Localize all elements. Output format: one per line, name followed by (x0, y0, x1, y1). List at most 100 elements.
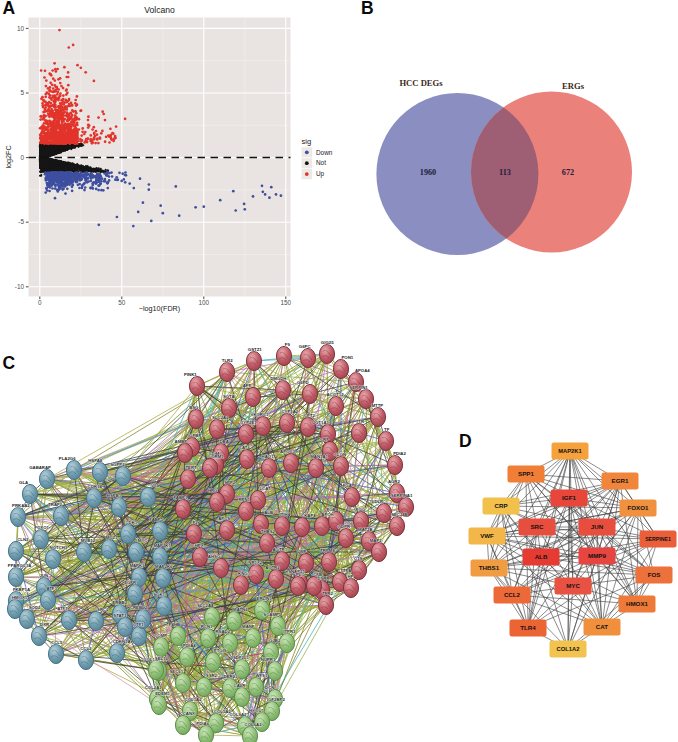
svg-text:NUPR1: NUPR1 (261, 657, 276, 662)
svg-text:ITIH4: ITIH4 (280, 512, 291, 517)
svg-text:HSPB1: HSPB1 (107, 493, 122, 498)
svg-text:CLN3: CLN3 (17, 537, 29, 542)
svg-text:MAP2K1: MAP2K1 (153, 543, 171, 548)
svg-text:MMP9: MMP9 (588, 552, 606, 559)
svg-text:150: 150 (280, 299, 291, 306)
svg-text:AFP: AFP (243, 383, 252, 388)
svg-text:HAO1: HAO1 (262, 454, 275, 459)
svg-text:HRG: HRG (208, 488, 218, 493)
svg-text:CCL2: CCL2 (504, 591, 521, 598)
svg-text:SERPINE1: SERPINE1 (645, 536, 671, 542)
svg-text:HPX: HPX (195, 543, 204, 548)
svg-text:G6PC: G6PC (299, 344, 311, 349)
svg-text:FOXO1: FOXO1 (628, 504, 650, 511)
svg-text:0: 0 (38, 299, 42, 306)
svg-text:CALR: CALR (234, 683, 247, 688)
svg-text:CRP: CRP (320, 437, 329, 442)
svg-text:CTF1: CTF1 (133, 622, 144, 627)
svg-text:JUN: JUN (591, 523, 604, 530)
svg-text:MATN2: MATN2 (233, 607, 248, 612)
svg-text:SLC2A4: SLC2A4 (197, 603, 214, 608)
svg-text:SEL1L: SEL1L (155, 656, 169, 661)
svg-text:SPP1: SPP1 (518, 470, 534, 477)
svg-text:FGA: FGA (343, 483, 352, 488)
svg-text:TTR: TTR (356, 419, 365, 424)
svg-text:SRC: SRC (530, 523, 544, 530)
svg-text:DCN: DCN (265, 685, 274, 690)
svg-text:ERLIN1: ERLIN1 (257, 596, 273, 601)
svg-text:IGFBP3: IGFBP3 (188, 433, 204, 438)
svg-text:AGTR1: AGTR1 (273, 547, 288, 552)
svg-text:JUN: JUN (39, 573, 48, 578)
svg-text:CLGN: CLGN (334, 452, 346, 457)
svg-text:-5: -5 (18, 218, 24, 225)
svg-text:-10: -10 (15, 283, 25, 290)
svg-text:FABP1: FABP1 (173, 495, 187, 500)
svg-text:ACOT12: ACOT12 (327, 392, 345, 397)
svg-text:AMBP: AMBP (175, 439, 188, 444)
svg-text:SCAMP5: SCAMP5 (263, 612, 282, 617)
svg-text:HMOX1: HMOX1 (626, 600, 649, 607)
svg-text:B: B (361, 0, 374, 18)
svg-text:CDK14: CDK14 (88, 484, 103, 489)
svg-text:GLA: GLA (19, 480, 28, 485)
svg-text:CKAP4: CKAP4 (301, 513, 316, 518)
svg-text:SSR2: SSR2 (206, 673, 218, 678)
svg-text:MTTP: MTTP (371, 403, 383, 408)
svg-text:HSPA8: HSPA8 (88, 458, 103, 463)
svg-text:FGB: FGB (327, 507, 336, 512)
svg-text:GJB2: GJB2 (269, 638, 281, 643)
svg-text:50: 50 (118, 299, 126, 306)
svg-text:P4HB: P4HB (169, 622, 180, 627)
svg-text:0: 0 (20, 154, 24, 161)
svg-text:MVB12: MVB12 (81, 538, 96, 543)
svg-text:Up: Up (316, 170, 325, 178)
svg-text:SDF2L1: SDF2L1 (233, 655, 250, 660)
svg-text:MAP2K1: MAP2K1 (558, 448, 582, 454)
svg-text:ATF1: ATF1 (57, 606, 68, 611)
svg-text:MANF: MANF (242, 624, 255, 629)
svg-text:PTGIS: PTGIS (214, 648, 227, 653)
svg-text:APOH: APOH (321, 512, 333, 517)
svg-text:LCAT: LCAT (259, 486, 271, 491)
svg-text:ATF3: ATF3 (46, 586, 57, 591)
svg-text:COMP: COMP (154, 633, 167, 638)
svg-text:FOS: FOS (648, 571, 661, 578)
svg-text:SOD2: SOD2 (29, 605, 41, 610)
svg-text:COL1A2: COL1A2 (185, 697, 203, 702)
svg-text:SERPIN1: SERPIN1 (349, 385, 368, 390)
svg-text:TFR2: TFR2 (322, 591, 333, 596)
svg-text:UGT1A1: UGT1A1 (312, 420, 330, 425)
svg-text:DBA: DBA (219, 439, 228, 444)
svg-text:CDKN1A: CDKN1A (113, 639, 131, 644)
svg-text:AGR2: AGR2 (388, 479, 401, 484)
svg-text:SERPINA1: SERPINA1 (391, 493, 413, 498)
svg-text:VCL: VCL (151, 483, 160, 488)
svg-text:PLG: PLG (296, 572, 305, 577)
svg-text:672: 672 (562, 168, 574, 177)
svg-text:APOC3: APOC3 (280, 449, 295, 454)
svg-text:RPN1: RPN1 (238, 497, 250, 502)
svg-text:CAT: CAT (239, 445, 248, 450)
svg-text:FGG: FGG (356, 507, 366, 512)
svg-text:CYP1A2: CYP1A2 (281, 409, 298, 414)
svg-text:C1S: C1S (354, 556, 362, 561)
svg-text:SLC2A2: SLC2A2 (212, 415, 229, 420)
svg-text:CFB: CFB (313, 572, 322, 577)
svg-text:AHSG: AHSG (208, 554, 221, 559)
svg-text:HP: HP (348, 574, 354, 579)
svg-text:ALB: ALB (535, 553, 548, 560)
svg-text:VKORC1: VKORC1 (251, 412, 270, 417)
svg-text:FABP5: FABP5 (149, 517, 163, 522)
svg-text:EGFR: EGFR (124, 580, 137, 585)
svg-text:SGK1: SGK1 (153, 592, 165, 597)
svg-text:Volcano: Volcano (144, 5, 175, 15)
svg-text:APCS: APCS (218, 516, 230, 521)
svg-text:CDK1: CDK1 (125, 520, 137, 525)
svg-text:DXR: DXR (40, 622, 50, 627)
svg-text:HYOU1: HYOU1 (249, 708, 264, 713)
svg-text:COL9A2: COL9A2 (230, 712, 248, 717)
svg-text:GSTZ1: GSTZ1 (248, 347, 262, 352)
svg-text:5: 5 (20, 89, 24, 96)
svg-text:VWF: VWF (480, 532, 494, 539)
